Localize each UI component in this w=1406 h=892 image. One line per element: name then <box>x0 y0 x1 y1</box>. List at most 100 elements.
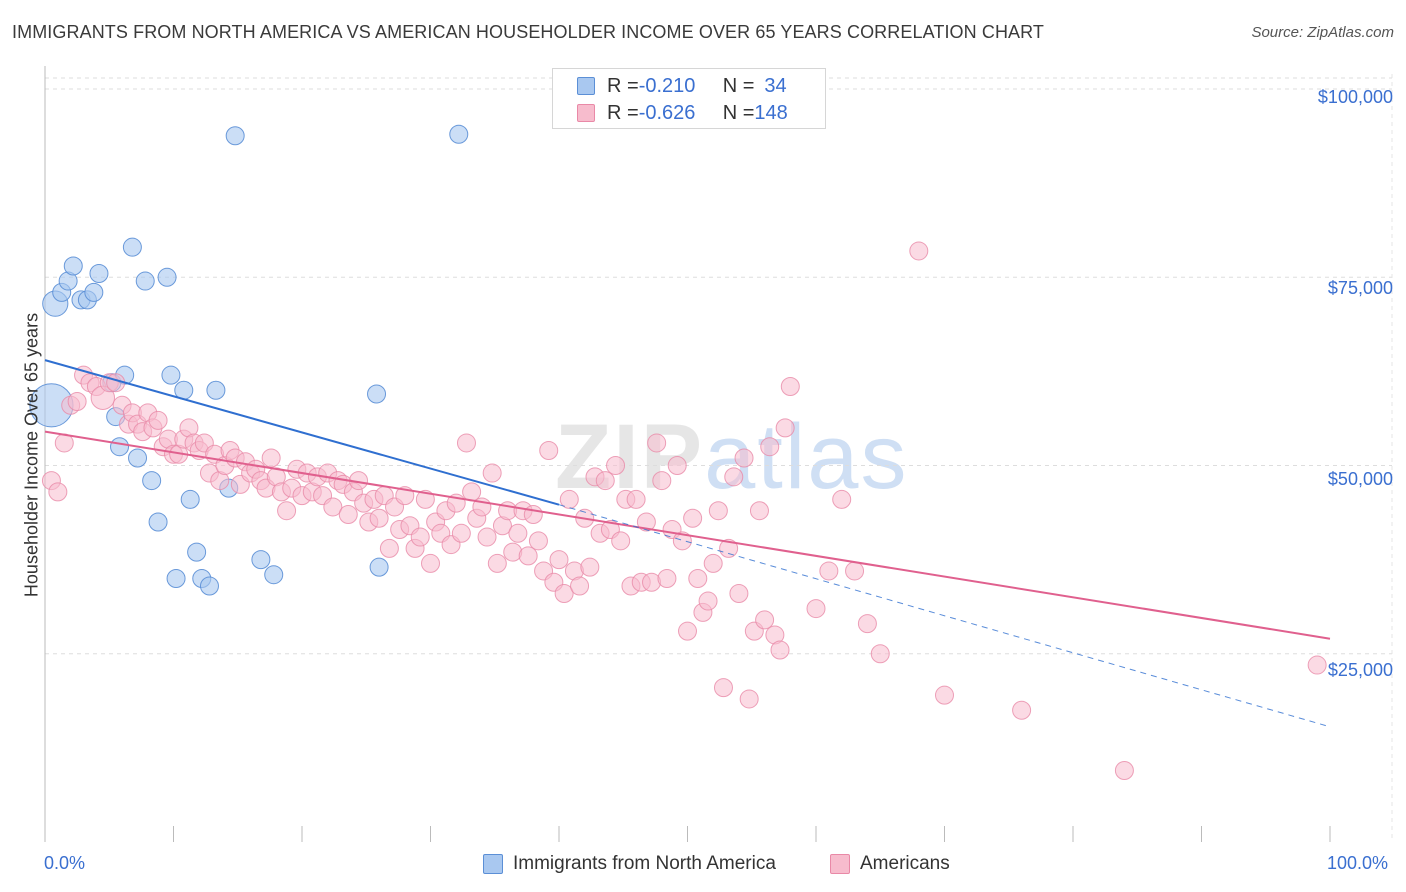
americans-point <box>832 489 852 509</box>
americans-point <box>713 678 733 698</box>
americans-point <box>523 504 543 524</box>
immigrants-point <box>367 384 387 404</box>
series-americans-points <box>41 241 1327 780</box>
americans-point <box>845 561 865 581</box>
americans-point <box>261 448 281 468</box>
americans-point <box>379 538 399 558</box>
trend-layer <box>44 359 1331 728</box>
immigrants-point <box>206 380 226 400</box>
bottom-legend-label-americans: Americans <box>860 853 950 874</box>
chart-title: IMMIGRANTS FROM NORTH AMERICA VS AMERICA… <box>12 22 1045 42</box>
immigrants-point <box>187 542 207 562</box>
americans-point <box>48 482 68 502</box>
x-tick-label-0: 0.0% <box>44 853 86 873</box>
immigrants-point <box>251 550 271 570</box>
americans-point <box>870 644 890 664</box>
americans-point <box>657 568 677 588</box>
bottom-legend-label-immigrants: Immigrants from North America <box>513 853 776 874</box>
americans-point <box>595 471 615 491</box>
americans-point <box>611 531 631 551</box>
americans-point <box>647 433 667 453</box>
immigrants-point <box>122 237 142 257</box>
chart-source: Source: ZipAtlas.com <box>1251 24 1394 41</box>
legend-n-label: N = <box>722 101 755 124</box>
americans-point <box>456 433 476 453</box>
axis-layer <box>44 66 1331 842</box>
americans-point <box>857 614 877 634</box>
y-axis-title: Householder Income Over 65 years <box>21 312 42 598</box>
americans-point <box>935 685 954 705</box>
americans-point <box>369 508 389 528</box>
americans-point <box>909 241 929 261</box>
immigrants-point <box>264 565 284 585</box>
americans-point <box>580 557 600 577</box>
americans-point <box>338 504 358 524</box>
bottom-legend-swatch-pink <box>830 854 850 874</box>
americans-point <box>606 456 626 476</box>
immigrants-point <box>225 126 245 146</box>
americans-point <box>672 531 692 551</box>
americans-point <box>277 501 297 521</box>
americans-point <box>148 410 168 430</box>
y-tick-label-100000: $100,000 <box>1317 87 1393 107</box>
immigrants-point <box>180 489 200 509</box>
americans-point <box>451 523 471 543</box>
legend-row-immigrants: R = -0.210 N = 34 <box>577 74 787 98</box>
americans-point <box>636 512 656 532</box>
americans-point <box>719 538 739 558</box>
americans-point <box>518 546 538 566</box>
bottom-legend-immigrants: Immigrants from North America <box>483 852 776 876</box>
americans-point <box>626 489 646 509</box>
legend-r-value: -0.626 <box>638 101 696 124</box>
americans-point <box>698 591 718 611</box>
americans-point <box>1307 655 1327 675</box>
americans-point <box>1114 760 1134 780</box>
americans-point <box>806 599 826 619</box>
immigrants-point <box>63 256 83 276</box>
immigrants-point <box>110 437 130 457</box>
bottom-legend-americans: Americans <box>830 852 950 876</box>
americans-point <box>734 448 754 468</box>
americans-point <box>688 568 708 588</box>
immigrants-trend-line <box>44 359 560 506</box>
americans-point <box>462 482 482 502</box>
immigrants-point <box>142 471 162 491</box>
bottom-legend-swatch-blue <box>483 854 503 874</box>
legend-swatch-pink <box>577 104 595 122</box>
americans-point <box>559 489 579 509</box>
immigrants-point <box>449 124 469 144</box>
y-tick-label-25000: $25,000 <box>1327 660 1393 680</box>
americans-point <box>760 437 780 457</box>
americans-point <box>482 463 502 483</box>
legend-n-value: 148 <box>754 101 788 124</box>
x-tick-label-100: 100.0% <box>1327 853 1389 873</box>
americans-point <box>421 553 440 573</box>
series-immigrants-points <box>29 124 469 596</box>
immigrants-point <box>128 448 148 468</box>
americans-point <box>323 497 343 517</box>
legend-n-label: N = <box>722 74 755 97</box>
americans-point <box>729 584 749 604</box>
americans-point <box>477 527 497 547</box>
americans-point <box>67 392 87 412</box>
americans-point <box>708 501 728 521</box>
americans-point <box>678 621 697 641</box>
americans-point <box>749 501 769 521</box>
americans-point <box>554 584 574 604</box>
americans-point <box>410 527 430 547</box>
legend-r-label: R = <box>607 74 639 97</box>
americans-point <box>683 508 703 528</box>
immigrants-point <box>89 264 109 284</box>
americans-point <box>539 440 559 460</box>
immigrants-trend-extension <box>558 504 1331 728</box>
legend-row-americans: R = -0.626 N = 148 <box>577 101 788 125</box>
immigrants-point <box>161 365 181 385</box>
americans-point <box>652 471 672 491</box>
legend-r-value: -0.210 <box>638 74 696 97</box>
americans-point <box>1012 700 1032 720</box>
legend-r-label: R = <box>607 101 639 124</box>
americans-point <box>487 553 507 573</box>
legend-swatch-blue <box>577 77 595 95</box>
americans-trend-line <box>44 430 1331 640</box>
